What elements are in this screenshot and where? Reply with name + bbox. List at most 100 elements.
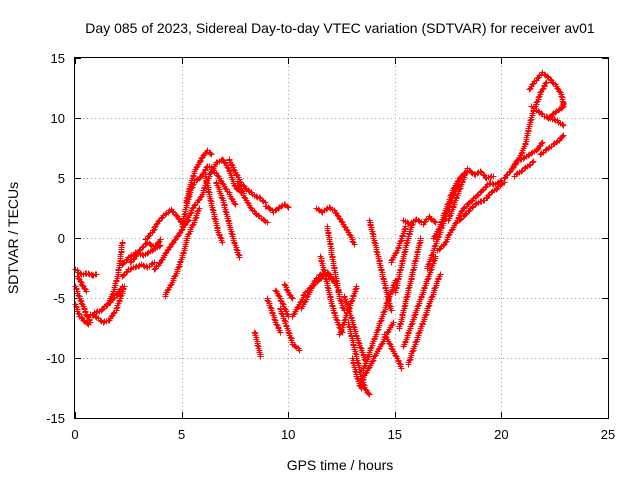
series-trace-24: [264, 295, 284, 336]
data-point: [150, 227, 157, 234]
data-point: [401, 249, 408, 256]
data-point: [113, 305, 120, 312]
data-point: [559, 102, 566, 109]
series-trace-54: [526, 69, 567, 110]
y-axis-label: SDTVAR / TECUs: [5, 182, 21, 294]
data-point: [322, 275, 329, 282]
data-point: [411, 312, 418, 319]
data-point: [169, 208, 176, 215]
series-trace-45: [400, 213, 439, 228]
data-point: [256, 194, 263, 201]
data-point: [479, 187, 486, 194]
data-point: [425, 303, 432, 310]
x-tick-label: 10: [281, 427, 295, 442]
series-trace-17: [206, 163, 239, 208]
y-tick-label: 5: [58, 171, 65, 186]
data-point: [337, 297, 344, 304]
data-point: [487, 174, 494, 181]
data-point: [469, 204, 476, 211]
data-point: [526, 162, 533, 169]
series-trace-27: [281, 281, 296, 302]
data-point: [85, 270, 92, 277]
data-point: [366, 391, 373, 398]
data-point: [203, 179, 210, 186]
data-point: [285, 329, 292, 336]
data-point: [406, 357, 413, 364]
data-point: [84, 320, 91, 327]
data-point: [352, 368, 359, 375]
data-point: [151, 259, 158, 266]
data-point: [77, 297, 84, 304]
data-point: [425, 261, 432, 268]
data-point: [377, 318, 384, 325]
data-point: [401, 303, 408, 310]
series-trace-19: [202, 171, 226, 246]
data-point: [284, 203, 291, 210]
data-point: [211, 215, 218, 222]
data-point: [140, 262, 147, 269]
data-point: [424, 276, 431, 283]
data-point: [462, 211, 469, 218]
data-point: [403, 294, 410, 301]
data-point: [441, 210, 448, 217]
data-point: [208, 151, 215, 158]
data-point: [558, 93, 565, 100]
x-axis-label: GPS time / hours: [287, 457, 394, 473]
data-point: [352, 350, 359, 357]
data-point: [397, 238, 404, 245]
data-point: [384, 293, 391, 300]
data-point: [136, 247, 143, 254]
y-tick-label: -15: [46, 411, 65, 426]
data-point: [253, 193, 260, 200]
series-trace-36: [336, 283, 360, 338]
data-point: [518, 150, 525, 157]
data-point: [398, 365, 405, 372]
data-points: [72, 69, 567, 398]
data-point: [181, 211, 188, 218]
series-trace-26: [277, 305, 303, 354]
series-trace-22: [251, 329, 264, 360]
data-point: [83, 288, 90, 295]
data-point: [405, 285, 412, 292]
data-point: [119, 283, 126, 290]
series-trace-57: [511, 158, 537, 180]
data-point: [251, 329, 258, 336]
data-point: [296, 347, 303, 354]
data-point: [85, 321, 92, 328]
series-trace-50: [434, 177, 505, 254]
data-point: [371, 239, 378, 246]
data-point: [560, 99, 567, 106]
data-point: [417, 235, 424, 242]
series-trace-51: [456, 179, 508, 224]
y-tick-label: 15: [51, 51, 65, 66]
series-trace-56: [537, 132, 567, 158]
data-point: [369, 230, 376, 237]
data-point: [529, 159, 536, 166]
series-trace-01: [72, 266, 100, 279]
data-point: [369, 358, 376, 365]
data-point: [207, 150, 214, 157]
data-point: [222, 208, 229, 215]
data-point: [361, 363, 368, 370]
data-point: [120, 260, 127, 267]
data-point: [264, 219, 271, 226]
data-point: [559, 121, 566, 128]
data-point: [333, 316, 340, 323]
data-point: [431, 218, 438, 225]
data-point: [139, 244, 146, 251]
data-point: [235, 251, 242, 258]
data-point: [354, 375, 361, 382]
data-point: [518, 168, 525, 175]
data-point: [228, 230, 235, 237]
data-point: [232, 201, 239, 208]
data-point: [119, 239, 126, 246]
data-point: [374, 327, 381, 334]
data-point: [544, 73, 551, 80]
series-trace-32: [324, 223, 348, 314]
data-point: [320, 266, 327, 273]
data-point: [474, 192, 481, 199]
series-trace-23: [262, 201, 292, 216]
data-point: [373, 248, 380, 255]
data-point: [408, 321, 415, 328]
